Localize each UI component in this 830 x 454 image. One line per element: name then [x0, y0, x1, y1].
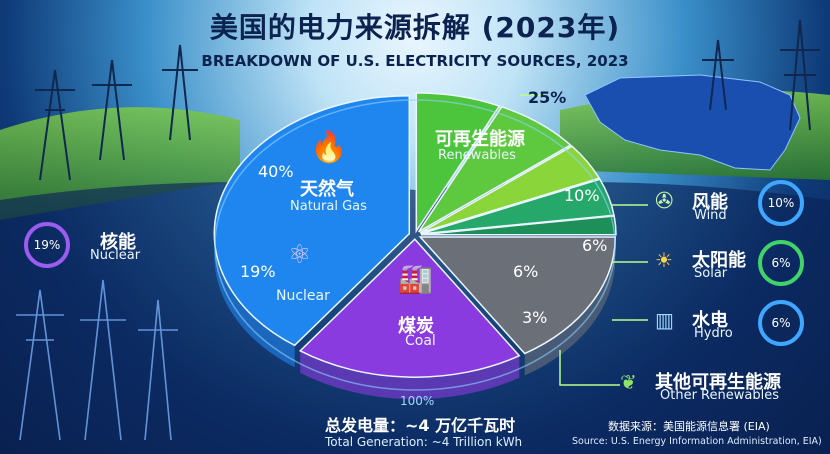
pie-slice-wind — [418, 105, 572, 233]
wind-en: Wind — [694, 208, 727, 223]
hydro-badge: 6% — [758, 300, 804, 346]
wind-badge: 10% — [758, 180, 804, 226]
nuclear-pct: 19% — [240, 262, 276, 281]
pie-slice-hydro — [420, 178, 615, 235]
title-en: BREAKDOWN OF U.S. ELECTRICITY SOURCES, 2… — [201, 52, 629, 70]
total-pct: 100% — [400, 394, 435, 408]
other-en: Other Renewables — [660, 388, 779, 403]
wind-zh: 风能 — [692, 192, 728, 213]
source-zh: 数据来源：美国能源信息署 (EIA) — [608, 420, 770, 433]
hydro-slice-pct: 6% — [513, 262, 539, 281]
pie-slice-solar — [419, 145, 601, 234]
pylon-icons — [35, 19, 820, 181]
hydro-zh: 水电 — [692, 310, 728, 331]
nuclear-side-zh: 核能 — [100, 232, 136, 253]
nuclear-en: Nuclear — [276, 288, 330, 304]
flame-icon: 🔥 — [310, 130, 348, 165]
pie-slice-renewables — [415, 92, 501, 234]
pie-slice-nuclear-side — [300, 350, 520, 400]
hydro-en: Hydro — [694, 326, 733, 341]
solar-badge: 6% — [758, 240, 804, 286]
us-map-icon — [584, 74, 801, 171]
natural-gas-en: Natural Gas — [290, 199, 367, 214]
solar-panel-icon: ☀ — [655, 248, 673, 272]
renewables-en: Renewables — [438, 148, 516, 163]
nuclear-side-en: Nuclear — [90, 248, 141, 263]
solar-zh: 太阳能 — [692, 250, 746, 271]
source-en: Source: U.S. Energy Information Administ… — [572, 436, 822, 447]
nuclear-badge: 19% — [24, 222, 70, 268]
total-zh: 总发电量：~4 万亿千瓦时 — [325, 416, 516, 435]
pie-slice-other-renewables — [420, 215, 617, 236]
natural-gas-pct: 40% — [258, 162, 294, 181]
title-zh: 美国的电力来源拆解 (2023年) — [209, 11, 621, 44]
sprout-icon: ❦ — [620, 370, 637, 394]
coal-zh: 煤炭 — [398, 316, 434, 337]
atom-icon: ⚛ — [288, 240, 312, 270]
other-slice-pct: 3% — [522, 308, 548, 327]
other-zh: 其他可再生能源 — [655, 372, 781, 393]
total-en: Total Generation: ~4 Trillion kWh — [325, 435, 523, 449]
pie-slice-nuclear — [298, 238, 521, 378]
natural-gas-zh: 天然气 — [300, 179, 354, 200]
solar-slice-pct: 6% — [582, 236, 608, 255]
wind-turbine-icon: ✇ — [655, 189, 674, 214]
renewables-pct: 25% — [528, 88, 567, 107]
solar-en: Solar — [694, 266, 728, 281]
hills-left — [0, 107, 240, 220]
coal-en: Coal — [405, 333, 436, 349]
connector-lines — [520, 94, 648, 386]
dam-icon: ▥ — [655, 308, 674, 332]
pie-slice-natural-gas — [213, 94, 411, 347]
factory-icon: 🏭 — [398, 262, 433, 295]
pylon-icons-lower — [16, 279, 178, 441]
wind-slice-pct: 10% — [564, 186, 600, 205]
pie-rim — [214, 99, 616, 391]
renewables-zh: 可再生能源 — [435, 129, 525, 150]
